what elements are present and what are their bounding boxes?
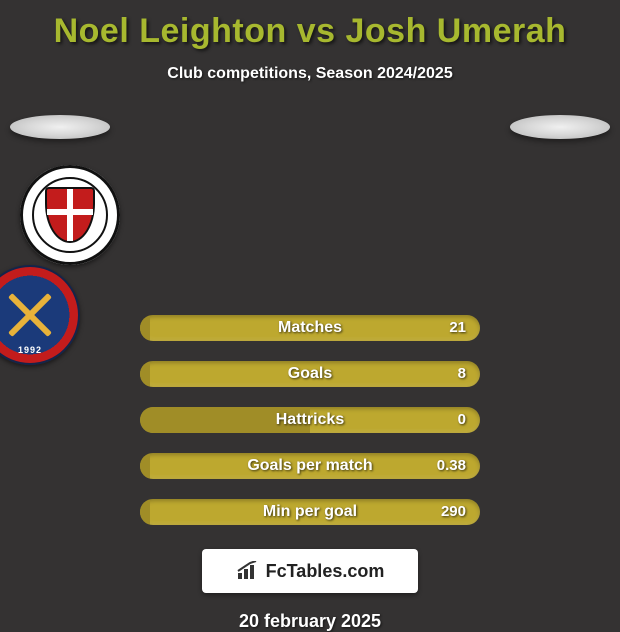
player-silhouette-left <box>10 115 110 139</box>
page-title: Noel Leighton vs Josh Umerah <box>0 0 620 51</box>
stat-label: Hattricks <box>140 407 480 433</box>
stat-row: Goals8 <box>140 361 480 387</box>
brand-box: FcTables.com <box>202 549 418 593</box>
snapshot-date: 20 february 2025 <box>0 611 620 632</box>
stat-right-value: 0 <box>444 407 480 433</box>
chart-icon <box>236 561 260 581</box>
title-vs: vs <box>287 12 346 50</box>
stat-label: Matches <box>140 315 480 341</box>
stat-row: Matches21 <box>140 315 480 341</box>
brand-text: FcTables.com <box>266 561 385 582</box>
subtitle: Club competitions, Season 2024/2025 <box>0 65 620 83</box>
club-badge-right: 1992 <box>0 265 80 365</box>
club-badge-left <box>20 165 120 265</box>
title-player2: Josh Umerah <box>345 12 566 50</box>
title-player1: Noel Leighton <box>54 12 287 50</box>
stat-right-value: 8 <box>444 361 480 387</box>
stat-right-value: 0.38 <box>423 453 480 479</box>
stat-row: Goals per match0.38 <box>140 453 480 479</box>
stat-row: Min per goal290 <box>140 499 480 525</box>
stat-right-value: 290 <box>427 499 480 525</box>
badge-right-year: 1992 <box>0 345 78 355</box>
stats-list: Matches21 Goals8 Hattricks0 Goals per match… <box>140 315 480 525</box>
stat-row: Hattricks0 <box>140 407 480 433</box>
player-silhouette-right <box>510 115 610 139</box>
stat-label: Goals <box>140 361 480 387</box>
stat-right-value: 21 <box>435 315 480 341</box>
comparison-panel: 1992 Matches21 Goals8 Hattricks0 Goals per … <box>0 115 620 632</box>
